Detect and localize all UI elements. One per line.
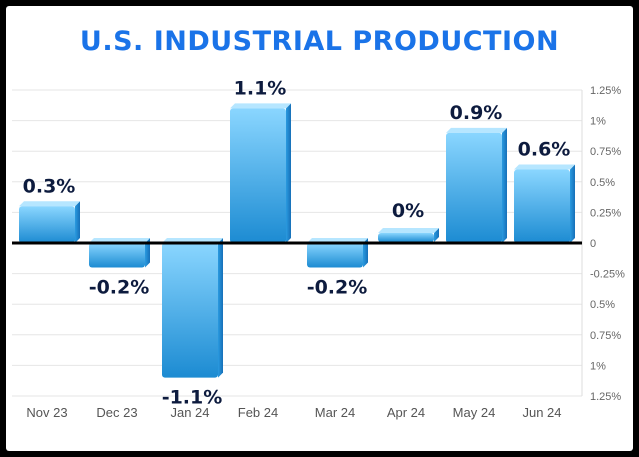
bar-side (570, 164, 575, 243)
bar-side (145, 238, 150, 268)
bar-group (378, 228, 439, 242)
x-tick-label: Nov 23 (26, 405, 67, 420)
x-tick-label: Apr 24 (387, 405, 425, 420)
bar-side (363, 238, 368, 268)
bar (230, 108, 286, 243)
bar-chart: 1.25% 1% 0.75% 0.5% 0.25% 0 -0.25% 0.5% 0.75% 1% 1… (12, 77, 625, 420)
y-tick-label: -0.25% (590, 269, 625, 281)
data-label: 0.3% (23, 175, 76, 197)
x-tick-label: Dec 23 (96, 405, 137, 420)
bar-group (514, 164, 575, 243)
bar (19, 206, 75, 243)
y-tick-label: 0.75% (590, 330, 621, 342)
bar-side (75, 201, 80, 243)
y-tick-label: 1.25% (590, 85, 621, 97)
data-label: 0.6% (518, 139, 571, 161)
bar-side (286, 103, 291, 243)
chart-title: U.S. INDUSTRIAL PRODUCTION (79, 26, 560, 57)
bar (162, 243, 218, 378)
y-tick-label: 1.25% (590, 391, 621, 403)
bar (378, 233, 434, 242)
bar-side (218, 238, 223, 378)
bar-group (19, 201, 80, 243)
y-tick-label: 1% (590, 116, 606, 128)
x-tick-label: Feb 24 (238, 405, 278, 420)
data-label: 0% (392, 200, 424, 222)
data-label: -1.1% (162, 387, 223, 409)
chart-frame: U.S. INDUSTRIAL PRODUCTION 1.25% 1% 0.75% 0… (6, 6, 633, 451)
bar-top (378, 228, 439, 233)
bar-top (446, 127, 507, 133)
x-tick-label: May 24 (453, 405, 496, 420)
y-tick-label: 0 (590, 238, 596, 250)
bar-side (502, 127, 507, 243)
data-label: 0.9% (450, 102, 503, 124)
bar-top (19, 201, 80, 207)
data-label: -0.2% (89, 276, 150, 298)
bar-top (230, 103, 291, 109)
x-tick-label: Jan 24 (170, 405, 209, 420)
y-tick-label: 1% (590, 360, 606, 372)
bar (89, 243, 145, 268)
bar (514, 169, 570, 243)
x-tick-label: Mar 24 (315, 405, 355, 420)
bar (446, 132, 502, 243)
y-tick-label: 0.75% (590, 146, 621, 158)
y-tick-label: 0.25% (590, 207, 621, 219)
y-tick-label: 0.5% (590, 299, 615, 311)
y-tick-label: 0.5% (590, 177, 615, 189)
bar-group (446, 127, 507, 243)
bar-group (230, 103, 291, 243)
bar-top (514, 164, 575, 170)
bar-side (434, 228, 439, 242)
bar (307, 243, 363, 268)
x-tick-label: Jun 24 (522, 405, 561, 420)
data-label: -0.2% (307, 276, 368, 298)
bar-group (162, 238, 223, 378)
data-label: 1.1% (234, 77, 287, 99)
